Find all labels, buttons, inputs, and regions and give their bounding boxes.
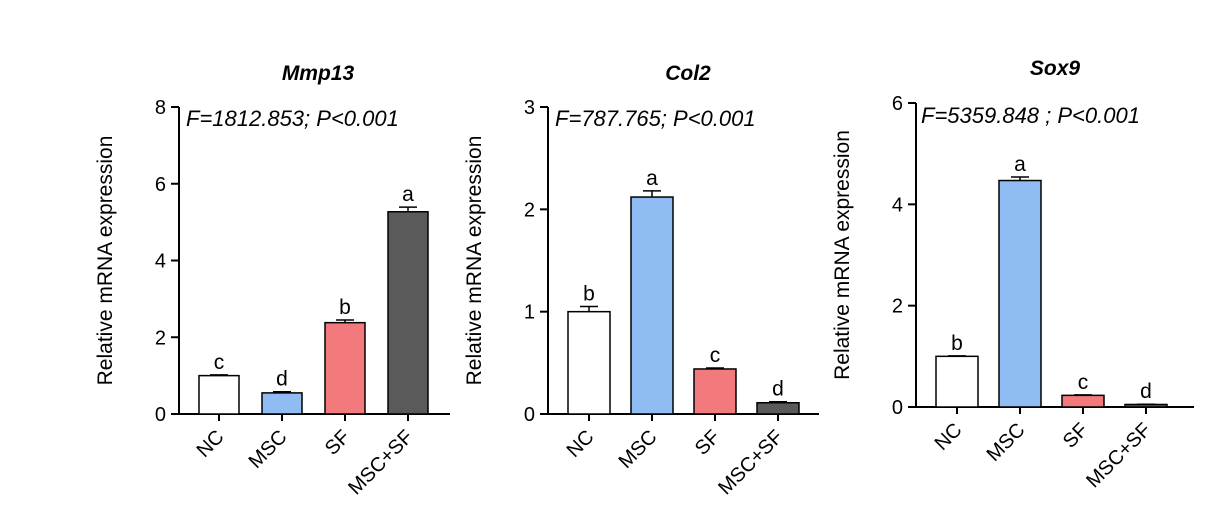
x-tick-label: MSC <box>983 419 1030 466</box>
x-tick-label: NC <box>193 426 229 462</box>
y-tick-label: 6 <box>155 174 166 196</box>
y-tick-label: 2 <box>155 327 166 349</box>
x-tick-label: MSC+SF <box>1082 419 1155 492</box>
bar <box>567 310 611 415</box>
y-tick-label: 4 <box>155 251 166 273</box>
significance-label: a <box>402 183 414 206</box>
y-tick-label: 8 <box>155 97 166 119</box>
y-tick-label: 2 <box>524 199 535 221</box>
y-tick-label: 2 <box>892 296 903 318</box>
bar <box>935 355 979 408</box>
bar <box>630 196 674 415</box>
bar <box>261 392 303 415</box>
chart-title: Sox9 <box>1030 57 1081 80</box>
y-tick-label: 0 <box>892 397 903 419</box>
x-tick-label: MSC <box>245 426 292 473</box>
y-axis-label: Relative mRNA expression <box>94 136 117 386</box>
significance-label: c <box>710 344 721 367</box>
y-tick-label: 0 <box>155 404 166 426</box>
y-tick-label: 3 <box>524 97 535 119</box>
stat-annotation: F=5359.848 ; P<0.001 <box>921 103 1140 128</box>
significance-label: d <box>772 378 784 401</box>
bar <box>756 401 800 415</box>
x-tick-label: NC <box>563 426 599 462</box>
chart-panel-col2: Col2 F=787.765; P<0.001 Relative mRNA ex… <box>463 62 819 499</box>
x-tick-label: SF <box>691 426 725 460</box>
x-tick-label: SF <box>321 426 355 460</box>
chart-panel-sox9: Sox9 F=5359.848 ; P<0.001 Relative mRNA … <box>831 57 1194 492</box>
y-tick-label: 4 <box>892 194 903 216</box>
bar <box>998 179 1042 408</box>
stat-annotation: F=787.765; P<0.001 <box>555 106 756 131</box>
x-tick-label: MSC+SF <box>714 426 787 499</box>
x-tick-label: NC <box>931 419 967 455</box>
significance-label: b <box>951 332 963 355</box>
chart-title: Mmp13 <box>282 62 355 85</box>
chart-title: Col2 <box>665 62 711 85</box>
x-tick-label: SF <box>1059 419 1093 453</box>
y-tick-label: 6 <box>892 93 903 115</box>
bar <box>693 368 737 415</box>
significance-label: b <box>339 296 351 319</box>
bar <box>387 211 429 415</box>
stat-annotation: F=1812.853; P<0.001 <box>186 106 399 131</box>
y-axis-label: Relative mRNA expression <box>463 136 486 386</box>
bar <box>1061 394 1105 408</box>
y-axis-label: Relative mRNA expression <box>831 130 854 380</box>
significance-label: c <box>214 351 225 374</box>
y-tick-label: 0 <box>524 404 535 426</box>
y-tick-label: 1 <box>524 302 535 324</box>
significance-label: a <box>1014 153 1026 176</box>
significance-label: a <box>646 167 658 190</box>
x-tick-label: MSC+SF <box>344 426 417 499</box>
significance-label: d <box>1140 380 1152 403</box>
significance-label: c <box>1078 371 1089 394</box>
bar <box>324 321 366 415</box>
chart-panel-mmp13: Mmp13 F=1812.853; P<0.001 Relative mRNA … <box>94 62 450 499</box>
significance-label: d <box>276 368 288 391</box>
x-tick-label: MSC <box>615 426 662 473</box>
bar <box>198 374 240 415</box>
significance-label: b <box>583 283 595 306</box>
